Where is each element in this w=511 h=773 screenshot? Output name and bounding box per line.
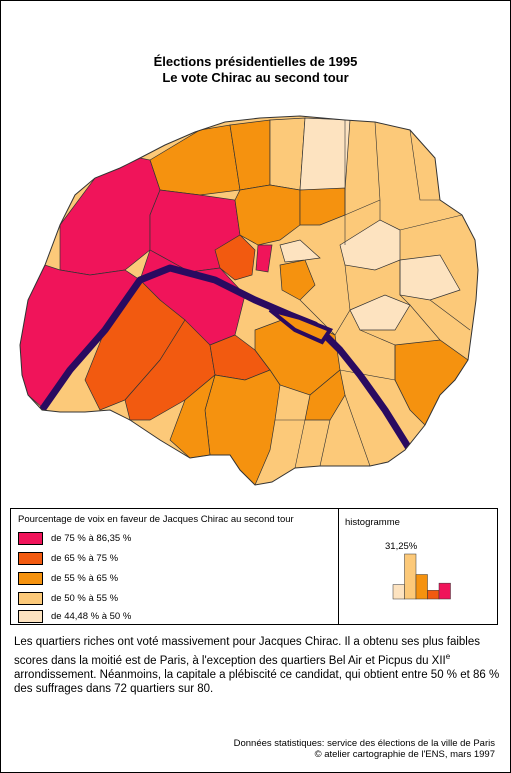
quartier-3e bbox=[279, 259, 316, 301]
legend-label-5: de 44,48 % à 50 % bbox=[51, 611, 132, 622]
title-line-2: Le vote Chirac au second tour bbox=[162, 70, 349, 85]
histogram-bar-2 bbox=[404, 553, 417, 600]
paris-boundary bbox=[19, 115, 479, 486]
commentary: Les quartiers riches ont voté massivemen… bbox=[14, 635, 502, 697]
legend-label-2: de 65 % à 75 % bbox=[51, 553, 119, 564]
map-title: Élections présidentielles de 1995 Le vot… bbox=[0, 54, 511, 86]
source-credits: Données statistiques: service des électi… bbox=[234, 738, 495, 760]
legend-divider bbox=[338, 509, 339, 624]
legend-swatch-2 bbox=[18, 552, 43, 565]
quartier-boundaries bbox=[275, 120, 471, 469]
histogram-bar-5 bbox=[438, 582, 451, 600]
quartier-north-3 bbox=[269, 117, 306, 191]
source-line-1: Données statistiques: service des électi… bbox=[233, 738, 495, 749]
histogram-bar-1 bbox=[392, 584, 405, 600]
legend-swatch-3 bbox=[18, 572, 43, 585]
commentary-superscript: e bbox=[445, 651, 451, 661]
paris-map bbox=[19, 115, 479, 486]
histogram-title: histogramme bbox=[345, 517, 400, 528]
legend-box: Pourcentage de voix en faveur de Jacques… bbox=[10, 508, 498, 625]
seine-river bbox=[39, 264, 413, 452]
source-line-2: © atelier cartographie de l'ENS, mars 19… bbox=[314, 749, 495, 760]
title-line-1: Élections présidentielles de 1995 bbox=[153, 54, 358, 69]
legend-label-4: de 50 % à 55 % bbox=[51, 593, 119, 604]
legend-swatch-1 bbox=[18, 532, 43, 545]
legend-title: Pourcentage de voix en faveur de Jacques… bbox=[18, 514, 294, 525]
histogram-max-label: 31,25% bbox=[385, 541, 418, 552]
histogram bbox=[392, 553, 451, 600]
histogram-bar-3 bbox=[415, 574, 428, 600]
legend-label-3: de 55 % à 65 % bbox=[51, 573, 119, 584]
quartier-north-1 bbox=[149, 124, 241, 196]
quartier-north-4 bbox=[299, 117, 351, 191]
quartier-9e bbox=[255, 244, 273, 273]
commentary-text-1: Les quartiers riches ont voté massivemen… bbox=[14, 636, 480, 667]
histogram-bars bbox=[392, 553, 451, 600]
histogram-bar-4 bbox=[427, 590, 440, 600]
quartier-centre-1 bbox=[234, 184, 301, 246]
quartier-east-4 bbox=[349, 294, 411, 331]
legend-label-1: de 75 % à 86,35 % bbox=[51, 533, 132, 544]
quartier-east-1 bbox=[279, 239, 321, 263]
quartier-13e-nw bbox=[304, 369, 346, 421]
legend-swatch-4 bbox=[18, 592, 43, 605]
legend-swatch-5 bbox=[18, 610, 43, 623]
quartier-centre-2 bbox=[299, 187, 346, 226]
commentary-text-2: arrondissement. Néanmoins, la capitale a… bbox=[14, 668, 500, 696]
ile-de-la-cite bbox=[268, 308, 334, 345]
